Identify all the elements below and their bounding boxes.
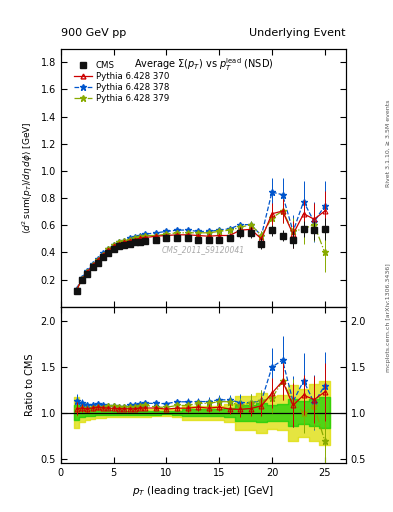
Y-axis label: $\langle d^2\,\mathrm{sum}(p_T)/d\eta\,d\phi\rangle$ [GeV]: $\langle d^2\,\mathrm{sum}(p_T)/d\eta\,d… <box>21 121 35 234</box>
Text: Underlying Event: Underlying Event <box>249 28 346 38</box>
Text: mcplots.cern.ch [arXiv:1306.3436]: mcplots.cern.ch [arXiv:1306.3436] <box>386 263 391 372</box>
Legend: CMS, Pythia 6.428 370, Pythia 6.428 378, Pythia 6.428 379: CMS, Pythia 6.428 370, Pythia 6.428 378,… <box>71 58 172 106</box>
Text: 900 GeV pp: 900 GeV pp <box>61 28 126 38</box>
Y-axis label: Ratio to CMS: Ratio to CMS <box>25 354 35 416</box>
Text: Average $\Sigma(p_T)$ vs $p_T^{\mathrm{lead}}$ (NSD): Average $\Sigma(p_T)$ vs $p_T^{\mathrm{l… <box>134 56 273 73</box>
Text: CMS_2011_S9120041: CMS_2011_S9120041 <box>162 246 245 254</box>
X-axis label: $p_T$ (leading track-jet) [GeV]: $p_T$ (leading track-jet) [GeV] <box>132 484 274 498</box>
Text: Rivet 3.1.10, ≥ 3.5M events: Rivet 3.1.10, ≥ 3.5M events <box>386 100 391 187</box>
